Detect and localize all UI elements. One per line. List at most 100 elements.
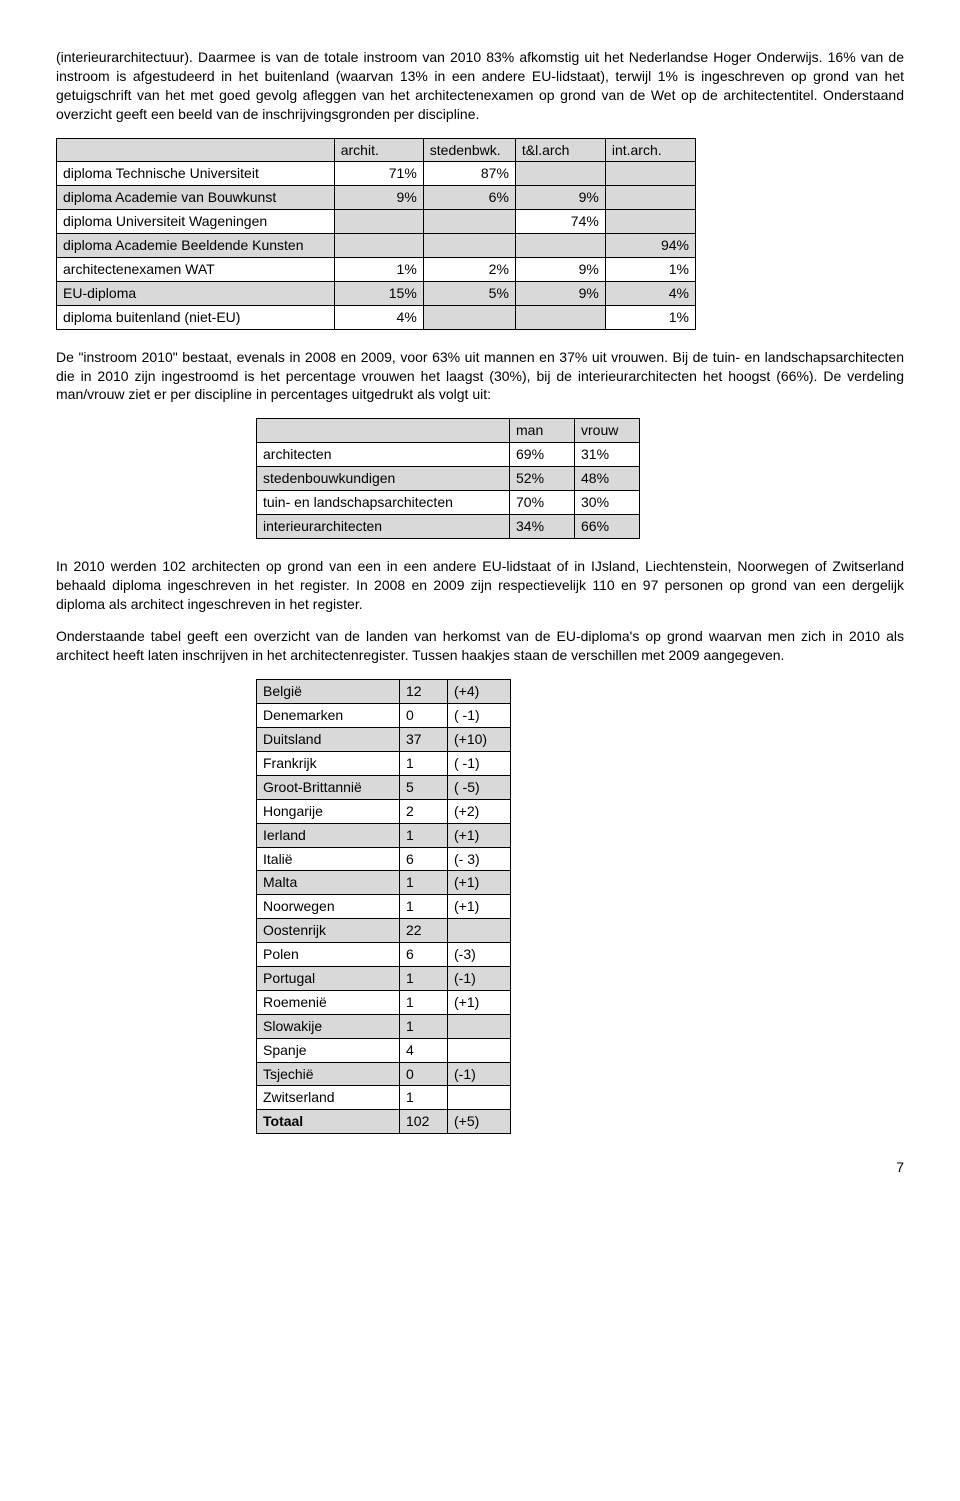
cell: (- 3) [448,847,511,871]
row-label: architecten [257,443,510,467]
paragraph-4: Onderstaande tabel geeft een overzicht v… [56,627,904,665]
table-row: archit. stedenbwk. t&l.arch int.arch. [57,138,696,162]
cell: 71% [334,162,423,186]
row-label: Frankrijk [257,751,400,775]
cell: 0 [400,1062,448,1086]
page-number: 7 [56,1158,904,1177]
table-row: stedenbouwkundigen 52% 48% [257,467,640,491]
table-row: diploma Technische Universiteit 71% 87% [57,162,696,186]
row-label: Slowakije [257,1014,400,1038]
col-header: stedenbwk. [423,138,515,162]
cell [448,1038,511,1062]
paragraph-1: (interieurarchitectuur). Daarmee is van … [56,48,904,124]
row-label: interieurarchitecten [257,514,510,538]
col-header: vrouw [575,419,640,443]
cell: 1% [605,258,695,282]
cell: 1% [605,305,695,329]
cell: (+10) [448,728,511,752]
col-header: t&l.arch [515,138,605,162]
row-label: diploma Academie van Bouwkunst [57,186,335,210]
table-row: Hongarije2(+2) [257,799,511,823]
row-label: diploma buitenland (niet-EU) [57,305,335,329]
cell [423,210,515,234]
cell: 12 [400,680,448,704]
cell: 1 [400,966,448,990]
cell: 1 [400,1014,448,1038]
cell [423,234,515,258]
table-row: Spanje4 [257,1038,511,1062]
cell: 6% [423,186,515,210]
row-label: Spanje [257,1038,400,1062]
row-label: diploma Universiteit Wageningen [57,210,335,234]
cell [605,186,695,210]
table-row: EU-diploma 15% 5% 9% 4% [57,281,696,305]
table-disciplines: archit. stedenbwk. t&l.arch int.arch. di… [56,138,696,330]
table-row: Duitsland37(+10) [257,728,511,752]
table-row: diploma Academie van Bouwkunst 9% 6% 9% [57,186,696,210]
cell: (-1) [448,966,511,990]
table-gender: man vrouw architecten 69% 31% stedenbouw… [256,418,640,538]
table-row: België12(+4) [257,680,511,704]
cell [605,162,695,186]
table-row: diploma Universiteit Wageningen 74% [57,210,696,234]
row-label: Ierland [257,823,400,847]
cell: (+2) [448,799,511,823]
cell: 30% [575,491,640,515]
row-label: België [257,680,400,704]
cell: (+1) [448,990,511,1014]
cell: 1 [400,823,448,847]
table-row: Noorwegen1(+1) [257,895,511,919]
cell: 102 [400,1110,448,1134]
table-row: Ierland1(+1) [257,823,511,847]
table-row: architecten 69% 31% [257,443,640,467]
paragraph-2: De "instroom 2010" bestaat, evenals in 2… [56,348,904,405]
cell: (-1) [448,1062,511,1086]
cell: 1 [400,990,448,1014]
row-label: stedenbouwkundigen [257,467,510,491]
row-label: Duitsland [257,728,400,752]
cell: (+1) [448,895,511,919]
table-row: Groot-Brittannië5( -5) [257,775,511,799]
cell: ( -1) [448,704,511,728]
cell: 37 [400,728,448,752]
col-header: man [510,419,575,443]
cell: 1 [400,871,448,895]
cell: 5% [423,281,515,305]
cell: ( -5) [448,775,511,799]
cell: 22 [400,919,448,943]
table-row: diploma Academie Beeldende Kunsten 94% [57,234,696,258]
cell [448,919,511,943]
cell [423,305,515,329]
cell: (+4) [448,680,511,704]
table-row: architectenexamen WAT 1% 2% 9% 1% [57,258,696,282]
table-row: Italië6(- 3) [257,847,511,871]
table-row: man vrouw [257,419,640,443]
cell: ( -1) [448,751,511,775]
cell [605,210,695,234]
cell: 1% [334,258,423,282]
cell: (+5) [448,1110,511,1134]
table-row: Totaal102(+5) [257,1110,511,1134]
cell-empty [57,138,335,162]
col-header: int.arch. [605,138,695,162]
row-label: Roemenië [257,990,400,1014]
cell: 66% [575,514,640,538]
row-label: diploma Technische Universiteit [57,162,335,186]
cell: 15% [334,281,423,305]
col-header: archit. [334,138,423,162]
row-label: Groot-Brittannië [257,775,400,799]
row-label: Hongarije [257,799,400,823]
cell: (-3) [448,943,511,967]
paragraph-3: In 2010 werden 102 architecten op grond … [56,557,904,614]
row-label: Polen [257,943,400,967]
cell [334,234,423,258]
cell: 52% [510,467,575,491]
table-row: diploma buitenland (niet-EU) 4% 1% [57,305,696,329]
row-label: Italië [257,847,400,871]
cell-empty [257,419,510,443]
cell: (+1) [448,871,511,895]
table-row: Malta1(+1) [257,871,511,895]
cell: 9% [515,258,605,282]
cell: 9% [515,281,605,305]
cell: 34% [510,514,575,538]
